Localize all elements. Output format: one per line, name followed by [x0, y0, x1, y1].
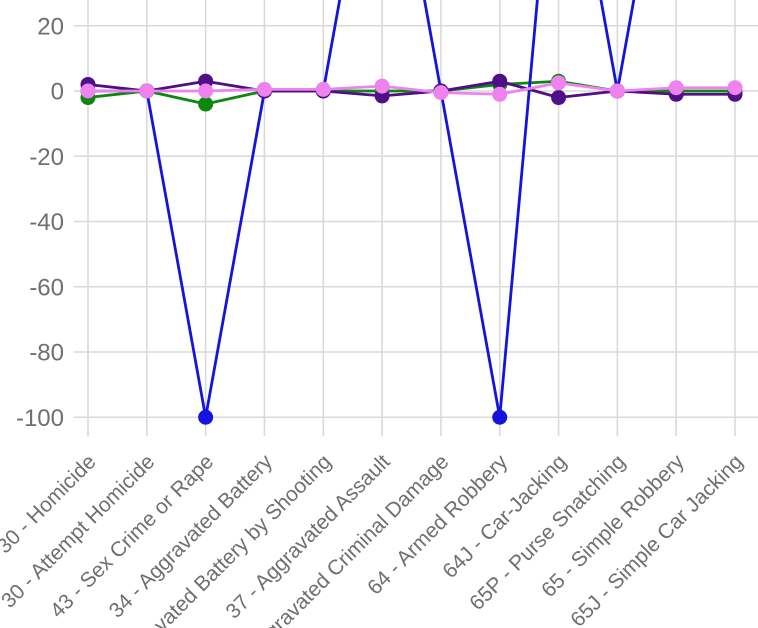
series-line-blue: [88, 0, 636, 419]
series-point-pink-3[interactable]: [256, 81, 272, 97]
series-point-pink-11[interactable]: [727, 80, 743, 96]
series-point-pink-2[interactable]: [198, 83, 214, 99]
series-point-pink-0[interactable]: [80, 83, 96, 99]
y-tick-label: -40: [29, 209, 64, 236]
y-tick-label: -20: [29, 144, 64, 171]
y-tick-label: -80: [29, 340, 64, 367]
y-tick-label: 20: [37, 13, 64, 40]
series-point-pink-8[interactable]: [551, 75, 567, 91]
series-point-blue-2[interactable]: [198, 409, 214, 425]
y-tick-label: -60: [29, 274, 64, 301]
series-point-pink-7[interactable]: [492, 86, 508, 102]
series-line-pink: [88, 81, 736, 96]
series-point-pink-10[interactable]: [668, 80, 684, 96]
series-point-pink-4[interactable]: [315, 81, 331, 97]
y-tick-label: -100: [16, 405, 64, 432]
series-point-purple-7[interactable]: [492, 73, 508, 89]
series-point-pink-1[interactable]: [139, 83, 155, 99]
series-point-purple-8[interactable]: [551, 90, 567, 106]
series-point-blue-7[interactable]: [492, 409, 508, 425]
series-point-pink-6[interactable]: [433, 85, 449, 101]
series-point-pink-9[interactable]: [609, 83, 625, 99]
y-tick-label: 0: [51, 79, 64, 106]
series-point-pink-5[interactable]: [374, 78, 390, 94]
series-point-green-2[interactable]: [198, 96, 214, 112]
